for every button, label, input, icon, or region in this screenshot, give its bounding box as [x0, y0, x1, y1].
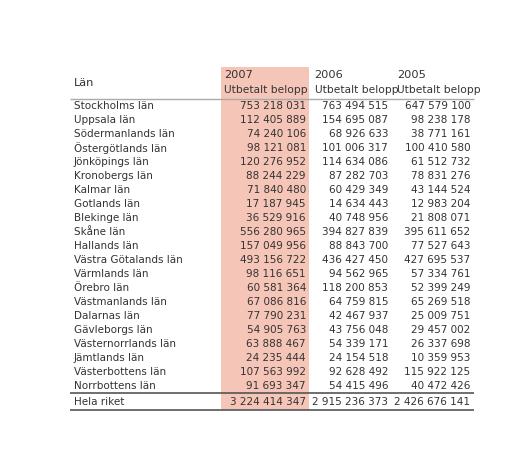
Text: 94 562 965: 94 562 965 — [329, 269, 388, 279]
Text: 87 282 703: 87 282 703 — [329, 172, 388, 181]
Text: Norrbottens län: Norrbottens län — [74, 381, 156, 391]
Text: 753 218 031: 753 218 031 — [240, 101, 306, 112]
Text: 71 840 480: 71 840 480 — [246, 186, 306, 195]
Text: 120 276 952: 120 276 952 — [240, 157, 306, 167]
Text: 61 512 732: 61 512 732 — [411, 157, 470, 167]
Text: Blekinge län: Blekinge län — [74, 213, 138, 223]
Text: 2 426 676 141: 2 426 676 141 — [395, 397, 470, 407]
Text: 54 339 171: 54 339 171 — [329, 339, 388, 349]
Text: 12 983 204: 12 983 204 — [411, 199, 470, 209]
Text: Skåne län: Skåne län — [74, 227, 125, 237]
Text: 2005: 2005 — [397, 70, 426, 80]
Text: 60 429 349: 60 429 349 — [329, 186, 388, 195]
Text: 2006: 2006 — [314, 70, 343, 80]
Text: 24 235 444: 24 235 444 — [246, 353, 306, 363]
Text: Södermanlands län: Södermanlands län — [74, 129, 175, 140]
Text: 92 628 492: 92 628 492 — [329, 367, 388, 377]
Text: 54 905 763: 54 905 763 — [246, 325, 306, 335]
Text: 3 224 414 347: 3 224 414 347 — [230, 397, 306, 407]
Text: Kronobergs län: Kronobergs län — [74, 172, 152, 181]
Text: Hela riket: Hela riket — [74, 397, 124, 407]
Text: 395 611 652: 395 611 652 — [405, 227, 470, 237]
Text: 64 759 815: 64 759 815 — [329, 297, 388, 307]
Bar — [221, 66, 309, 410]
Text: 29 457 002: 29 457 002 — [411, 325, 470, 335]
Text: Värmlands län: Värmlands län — [74, 269, 148, 279]
Text: 40 748 956: 40 748 956 — [329, 213, 388, 223]
Text: Hallands län: Hallands län — [74, 241, 138, 251]
Text: Västernorrlands län: Västernorrlands län — [74, 339, 176, 349]
Text: 78 831 276: 78 831 276 — [411, 172, 470, 181]
Text: 63 888 467: 63 888 467 — [246, 339, 306, 349]
Text: 54 415 496: 54 415 496 — [329, 381, 388, 391]
Text: 115 922 125: 115 922 125 — [405, 367, 470, 377]
Text: Utbetalt belopp: Utbetalt belopp — [397, 85, 481, 95]
Text: 10 359 953: 10 359 953 — [411, 353, 470, 363]
Text: 107 563 992: 107 563 992 — [240, 367, 306, 377]
Text: Uppsala län: Uppsala län — [74, 115, 135, 126]
Text: 40 472 426: 40 472 426 — [411, 381, 470, 391]
Text: 25 009 751: 25 009 751 — [411, 311, 470, 321]
Text: 100 410 580: 100 410 580 — [405, 143, 470, 153]
Text: 65 269 518: 65 269 518 — [411, 297, 470, 307]
Text: 52 399 249: 52 399 249 — [411, 283, 470, 293]
Text: 98 121 081: 98 121 081 — [246, 143, 306, 153]
Text: Västerbottens län: Västerbottens län — [74, 367, 166, 377]
Text: Gotlands län: Gotlands län — [74, 199, 140, 209]
Text: Dalarnas län: Dalarnas län — [74, 311, 140, 321]
Text: 91 693 347: 91 693 347 — [246, 381, 306, 391]
Text: 2007: 2007 — [224, 70, 253, 80]
Text: Örebro län: Örebro län — [74, 283, 129, 293]
Text: Kalmar län: Kalmar län — [74, 186, 130, 195]
Text: Västra Götalands län: Västra Götalands län — [74, 255, 183, 265]
Text: Västmanlands län: Västmanlands län — [74, 297, 167, 307]
Text: 157 049 956: 157 049 956 — [240, 241, 306, 251]
Text: 154 695 087: 154 695 087 — [322, 115, 388, 126]
Text: Län: Län — [74, 78, 94, 88]
Text: 98 238 178: 98 238 178 — [411, 115, 470, 126]
Text: 114 634 086: 114 634 086 — [322, 157, 388, 167]
Text: 118 200 853: 118 200 853 — [322, 283, 388, 293]
Text: 42 467 937: 42 467 937 — [329, 311, 388, 321]
Text: 493 156 722: 493 156 722 — [240, 255, 306, 265]
Text: 57 334 761: 57 334 761 — [411, 269, 470, 279]
Text: 36 529 916: 36 529 916 — [246, 213, 306, 223]
Text: 17 187 945: 17 187 945 — [246, 199, 306, 209]
Text: 77 527 643: 77 527 643 — [411, 241, 470, 251]
Text: 43 756 048: 43 756 048 — [329, 325, 388, 335]
Text: 74 240 106: 74 240 106 — [246, 129, 306, 140]
Text: 24 154 518: 24 154 518 — [329, 353, 388, 363]
Text: 427 695 537: 427 695 537 — [405, 255, 470, 265]
Text: Jämtlands län: Jämtlands län — [74, 353, 145, 363]
Text: 77 790 231: 77 790 231 — [246, 311, 306, 321]
Text: Jönköpings län: Jönköpings län — [74, 157, 150, 167]
Text: 21 808 071: 21 808 071 — [411, 213, 470, 223]
Text: 26 337 698: 26 337 698 — [411, 339, 470, 349]
Text: 68 926 633: 68 926 633 — [329, 129, 388, 140]
Text: 2 915 236 373: 2 915 236 373 — [312, 397, 388, 407]
Text: 60 581 364: 60 581 364 — [246, 283, 306, 293]
Text: Stockholms län: Stockholms län — [74, 101, 153, 112]
Text: 101 006 317: 101 006 317 — [322, 143, 388, 153]
Text: 88 843 700: 88 843 700 — [329, 241, 388, 251]
Text: Utbetalt belopp: Utbetalt belopp — [314, 85, 398, 95]
Text: 763 494 515: 763 494 515 — [322, 101, 388, 112]
Text: 88 244 229: 88 244 229 — [246, 172, 306, 181]
Text: 38 771 161: 38 771 161 — [411, 129, 470, 140]
Text: Östergötlands län: Östergötlands län — [74, 142, 167, 154]
Text: 556 280 965: 556 280 965 — [240, 227, 306, 237]
Text: 14 634 443: 14 634 443 — [329, 199, 388, 209]
Text: 647 579 100: 647 579 100 — [405, 101, 470, 112]
Text: 436 427 450: 436 427 450 — [322, 255, 388, 265]
Text: 67 086 816: 67 086 816 — [246, 297, 306, 307]
Text: 394 827 839: 394 827 839 — [322, 227, 388, 237]
Text: 112 405 889: 112 405 889 — [240, 115, 306, 126]
Text: 98 116 651: 98 116 651 — [246, 269, 306, 279]
Text: Gävleborgs län: Gävleborgs län — [74, 325, 152, 335]
Text: 43 144 524: 43 144 524 — [411, 186, 470, 195]
Text: Utbetalt belopp: Utbetalt belopp — [224, 85, 307, 95]
